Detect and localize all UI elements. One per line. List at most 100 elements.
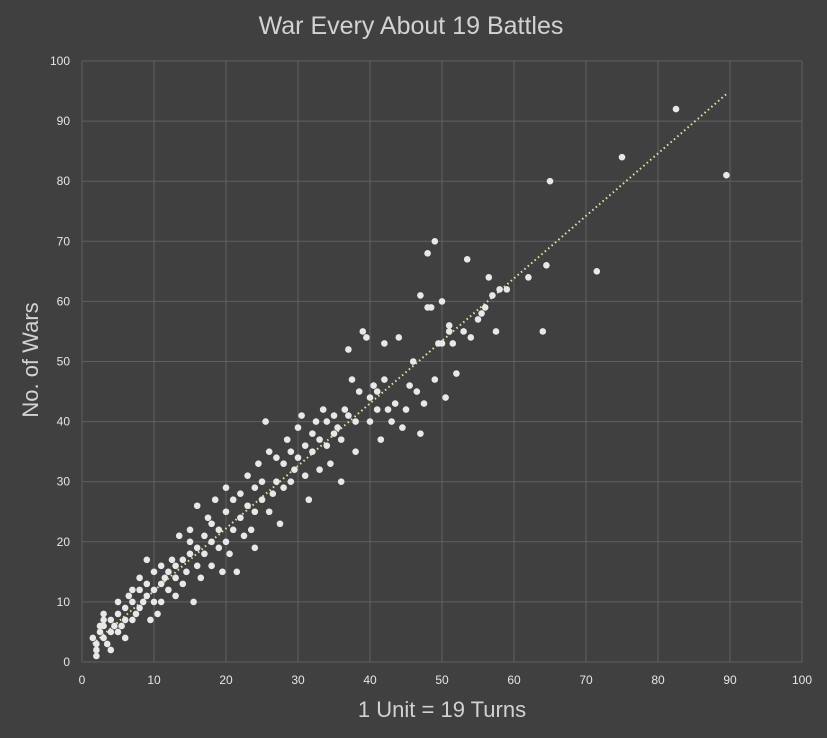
data-point <box>273 478 280 486</box>
data-point <box>672 105 680 113</box>
data-point <box>323 442 331 449</box>
data-point <box>165 568 172 576</box>
data-point <box>330 430 338 437</box>
data-point <box>424 250 431 257</box>
data-point <box>121 604 129 612</box>
data-point <box>442 394 449 401</box>
data-point <box>139 598 147 606</box>
data-point <box>193 502 201 510</box>
y-tick-label: 80 <box>57 174 71 188</box>
x-tick-label: 90 <box>723 673 737 687</box>
data-point <box>323 418 331 425</box>
data-point <box>100 622 107 630</box>
data-point <box>366 394 374 401</box>
data-point <box>269 490 277 498</box>
data-point <box>161 574 169 582</box>
data-point <box>453 370 460 377</box>
chart-title: War Every About 19 Battles <box>259 12 564 40</box>
data-point <box>445 328 453 335</box>
data-point <box>251 508 259 516</box>
data-point <box>183 568 190 576</box>
y-tick-label: 70 <box>57 234 71 248</box>
data-point <box>348 376 356 383</box>
data-point <box>204 514 212 522</box>
data-point <box>150 586 158 594</box>
data-point <box>136 604 143 612</box>
data-point <box>262 418 269 425</box>
data-point <box>150 598 158 606</box>
data-point <box>114 628 122 636</box>
data-point <box>233 568 241 576</box>
x-tick-label: 0 <box>79 673 86 687</box>
x-tick-label: 60 <box>507 673 521 687</box>
x-tick-labels: 0 10 20 30 40 50 60 70 80 90 100 <box>79 673 813 687</box>
data-point <box>291 466 298 473</box>
data-point <box>539 328 547 335</box>
data-point <box>237 514 244 522</box>
data-point <box>208 520 215 528</box>
data-point <box>481 304 489 311</box>
x-tick-label: 10 <box>147 673 161 687</box>
data-point <box>373 388 381 395</box>
data-point <box>427 304 435 311</box>
data-point <box>89 634 97 642</box>
data-point <box>190 598 197 606</box>
data-point <box>255 460 262 467</box>
data-point <box>478 310 485 317</box>
x-tick-label: 80 <box>651 673 665 687</box>
data-point <box>157 580 165 588</box>
data-point <box>114 610 122 618</box>
data-point <box>463 256 471 263</box>
y-tick-label: 50 <box>57 355 71 369</box>
data-point <box>474 316 482 323</box>
data-point <box>298 412 305 419</box>
x-tick-label: 70 <box>579 673 593 687</box>
data-point <box>215 526 223 534</box>
data-point <box>345 346 352 353</box>
data-point <box>100 634 107 642</box>
data-point <box>287 478 295 486</box>
y-tick-labels: 0 10 20 30 40 50 60 70 80 90 100 <box>50 54 70 669</box>
y-tick-label: 30 <box>57 475 71 489</box>
data-point <box>489 292 496 299</box>
data-point <box>107 646 115 654</box>
data-point <box>438 298 446 305</box>
x-tick-label: 40 <box>363 673 377 687</box>
data-point <box>316 436 323 443</box>
data-point <box>283 436 291 443</box>
data-point <box>150 568 158 576</box>
data-point <box>438 340 446 347</box>
data-point <box>467 334 475 341</box>
data-point <box>327 460 334 467</box>
data-point <box>165 586 172 594</box>
data-point <box>316 466 323 473</box>
data-point <box>136 586 143 594</box>
y-tick-label: 20 <box>57 535 71 549</box>
data-point <box>431 238 439 245</box>
data-point <box>168 556 176 564</box>
data-point <box>251 544 259 552</box>
data-point <box>258 496 266 504</box>
data-point <box>337 478 345 486</box>
data-point <box>215 544 223 552</box>
data-point <box>172 574 179 582</box>
data-point <box>294 454 302 461</box>
data-point <box>136 574 143 582</box>
data-point <box>107 628 115 636</box>
data-point <box>193 544 201 552</box>
grid <box>81 60 803 663</box>
data-point <box>312 418 320 425</box>
data-point <box>222 508 230 516</box>
data-point <box>366 418 374 425</box>
data-point <box>132 610 140 618</box>
data-point <box>352 448 359 455</box>
data-point <box>211 496 219 504</box>
y-tick-label: 10 <box>57 595 71 609</box>
data-point <box>129 598 136 606</box>
data-point <box>280 484 287 492</box>
data-point <box>301 472 309 479</box>
data-point <box>294 424 302 431</box>
trendline-group <box>92 93 728 645</box>
data-point <box>143 592 151 600</box>
